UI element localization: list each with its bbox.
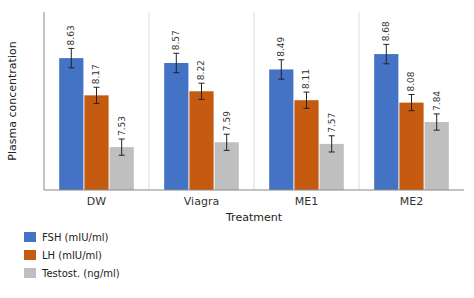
legend-label: Testost. (ng/ml) (41, 268, 120, 279)
error-bar (119, 139, 125, 155)
data-label: 8.68 (381, 21, 391, 41)
data-label: 8.57 (171, 30, 181, 50)
legend: FSH (mIU/ml) LH (mIU/ml) Testost. (ng/ml) (24, 232, 120, 279)
bar (59, 58, 83, 190)
x-tick-label: Viagra (184, 195, 219, 208)
bar (164, 63, 188, 190)
bar (294, 100, 318, 190)
x-axis-line (44, 190, 464, 191)
data-label: 8.08 (407, 71, 417, 91)
error-bar (199, 83, 205, 99)
error-bar (278, 60, 284, 79)
error-bar (383, 44, 389, 63)
data-label: 8.49 (276, 36, 286, 56)
bar (269, 69, 293, 190)
bar (399, 103, 423, 190)
error-bar (68, 48, 74, 67)
bar (425, 122, 449, 190)
data-label: 7.84 (432, 91, 442, 111)
x-axis-label: Treatment (225, 211, 283, 224)
y-axis-label: Plasma concentration (6, 41, 19, 160)
legend-swatch (24, 268, 36, 278)
error-bar (94, 87, 100, 103)
data-labels: 8.63 8.57 8.49 8.68 8.17 8.22 8.11 8.08 7.53 7.59… (66, 21, 441, 136)
bar (374, 54, 398, 190)
data-label: 7.53 (117, 116, 127, 136)
x-tick-label: ME1 (295, 195, 318, 208)
data-label: 8.11 (302, 69, 312, 89)
plot-area (59, 44, 449, 190)
data-label: 7.59 (222, 111, 232, 131)
data-label: 8.17 (92, 64, 102, 84)
data-label: 8.22 (197, 60, 207, 80)
legend-label: LH (mIU/ml) (42, 250, 102, 261)
group-separator (359, 12, 360, 190)
error-bar (224, 134, 230, 150)
bar (189, 91, 213, 190)
data-label: 8.63 (66, 25, 76, 45)
x-tick-label: DW (87, 195, 106, 208)
error-bar (434, 114, 440, 130)
group-separator (149, 12, 150, 190)
legend-swatch (24, 232, 36, 242)
x-tick-label: ME2 (400, 195, 423, 208)
data-label: 7.57 (327, 113, 337, 133)
error-bar (409, 95, 415, 111)
legend-label: FSH (mIU/ml) (42, 232, 108, 243)
group-separator (254, 12, 255, 190)
error-bar (329, 136, 335, 152)
error-bar (304, 92, 310, 108)
bar (84, 95, 108, 190)
legend-swatch (24, 250, 36, 260)
y-axis-line (44, 12, 45, 190)
chart: 8.63 8.57 8.49 8.68 8.17 8.22 8.11 8.08 7.53 7.59… (0, 0, 474, 298)
error-bar (173, 53, 179, 72)
